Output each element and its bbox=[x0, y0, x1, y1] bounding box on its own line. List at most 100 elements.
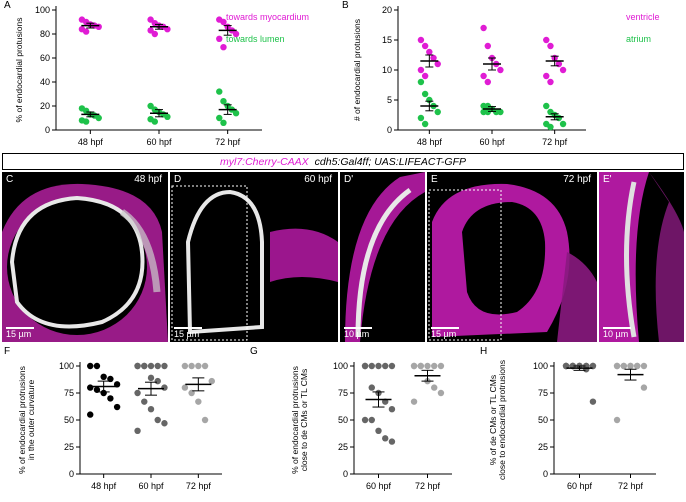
y-tick-label: 10 bbox=[382, 65, 392, 75]
data-point bbox=[216, 114, 223, 122]
micro-scale-d-prime: 10 µm bbox=[344, 329, 370, 339]
chart-panel-f: F 0 25 50 75 100 48 hpf 60 hpf 72 hpf % of endoc… bbox=[0, 346, 236, 497]
data-point bbox=[100, 389, 107, 397]
data-point bbox=[87, 384, 94, 391]
micro-time-d: 60 hpf bbox=[304, 174, 332, 185]
data-point bbox=[547, 78, 554, 86]
y-axis-label: # of endocardial protusions bbox=[352, 19, 362, 121]
panel-letter-a: A bbox=[4, 0, 11, 11]
chart-panel-a: A 0 20 40 60 80 100 48 hpf 60 hpf 72 hpf % of end… bbox=[0, 0, 334, 150]
data-point bbox=[417, 66, 425, 74]
data-point bbox=[154, 416, 161, 424]
data-point bbox=[417, 114, 425, 122]
y-tick-label: 50 bbox=[64, 415, 74, 425]
y-tick-label: 50 bbox=[538, 415, 548, 425]
y-tick-label: 0 bbox=[45, 125, 50, 135]
data-point bbox=[141, 362, 148, 370]
y-tick-label: 100 bbox=[59, 361, 74, 371]
data-point bbox=[216, 88, 223, 95]
data-point bbox=[208, 377, 215, 385]
data-point bbox=[480, 72, 487, 80]
y-tick-label: 75 bbox=[64, 388, 74, 398]
x-tick-label: 72 hpf bbox=[618, 481, 644, 491]
data-point bbox=[100, 373, 107, 380]
legend-entry: towards myocardium bbox=[226, 12, 309, 22]
data-point bbox=[388, 406, 396, 413]
y-tick-label: 25 bbox=[64, 442, 74, 452]
panel-letter-h: H bbox=[480, 346, 488, 357]
data-point bbox=[95, 114, 102, 122]
micro-label-e-prime: E' bbox=[603, 174, 612, 185]
y-tick-label: 60 bbox=[40, 53, 50, 63]
y-tick-label: 25 bbox=[338, 442, 348, 452]
data-point bbox=[201, 362, 209, 370]
data-point bbox=[388, 438, 396, 445]
y-tick-label: 0 bbox=[69, 469, 74, 479]
data-point bbox=[368, 416, 375, 424]
data-point bbox=[113, 403, 121, 411]
y-tick-label: 15 bbox=[382, 35, 392, 45]
data-point bbox=[613, 416, 621, 424]
data-point bbox=[87, 362, 94, 370]
y-tick-label: 50 bbox=[338, 415, 348, 425]
data-point bbox=[216, 35, 223, 42]
data-point bbox=[151, 118, 158, 125]
data-point bbox=[382, 435, 389, 442]
panel-letter-f: F bbox=[4, 346, 11, 357]
data-point bbox=[201, 416, 209, 424]
micro-image-e bbox=[428, 183, 597, 342]
micro-label-e: E bbox=[431, 174, 438, 185]
y-tick-label: 75 bbox=[338, 388, 348, 398]
data-point bbox=[161, 420, 168, 427]
micro-label-d: D bbox=[174, 174, 182, 185]
micro-scale-d: 15 µm bbox=[174, 329, 200, 339]
data-point bbox=[431, 362, 438, 370]
data-point bbox=[559, 66, 567, 74]
data-point bbox=[195, 362, 202, 370]
micro-scale-e: 15 µm bbox=[431, 329, 457, 339]
data-point bbox=[151, 30, 158, 38]
data-point bbox=[484, 42, 491, 50]
chart-g-svg: 0 25 50 75 100 60 hpf 72 hpf % of endocardial p… bbox=[290, 361, 452, 491]
data-point bbox=[543, 102, 550, 110]
data-point bbox=[220, 18, 227, 26]
x-tick-label: 60 hpf bbox=[567, 481, 593, 491]
data-point bbox=[417, 36, 425, 44]
data-point bbox=[147, 16, 154, 23]
data-point bbox=[188, 362, 195, 370]
y-axis-label: % of de CMs or TL CMs bbox=[488, 375, 498, 465]
data-point bbox=[430, 54, 437, 62]
micro-time-e: 72 hpf bbox=[563, 174, 591, 185]
chart-b-svg: 0 5 10 15 20 48 hpf 60 hpf 72 hpf # of endocardi… bbox=[352, 5, 660, 147]
data-point bbox=[543, 36, 550, 44]
micro-image-d bbox=[171, 183, 338, 341]
data-point bbox=[147, 102, 154, 110]
micro-scale-e-prime: 10 µm bbox=[603, 329, 629, 339]
x-tick-label: 48 hpf bbox=[91, 481, 117, 491]
micro-panel-d: D 60 hpf 15 µm bbox=[170, 172, 338, 342]
y-axis-label: % of endocardial protrusions bbox=[17, 366, 27, 474]
data-point bbox=[82, 118, 90, 125]
y-tick-label: 0 bbox=[387, 125, 392, 135]
y-tick-label: 100 bbox=[533, 361, 548, 371]
y-axis-label: close to de CMs or TL CMs bbox=[299, 369, 309, 472]
x-tick-label: 72 hpf bbox=[415, 481, 441, 491]
data-point bbox=[620, 362, 627, 370]
data-point bbox=[220, 119, 227, 127]
micro-panel-e-prime: E' 10 µm bbox=[599, 172, 684, 342]
data-point bbox=[134, 427, 141, 434]
data-point bbox=[147, 362, 155, 370]
data-point bbox=[188, 389, 195, 397]
data-point bbox=[434, 60, 441, 68]
data-point bbox=[589, 398, 597, 405]
data-point bbox=[195, 398, 202, 405]
y-tick-label: 80 bbox=[40, 29, 50, 39]
scale-bar-d-prime bbox=[344, 327, 372, 329]
data-point bbox=[181, 384, 189, 391]
y-tick-label: 25 bbox=[538, 442, 548, 452]
y-tick-label: 5 bbox=[387, 95, 392, 105]
x-tick-label: 48 hpf bbox=[417, 137, 443, 147]
legend-entry: towards lumen bbox=[226, 34, 285, 44]
data-point bbox=[480, 24, 487, 32]
data-point bbox=[640, 384, 648, 391]
